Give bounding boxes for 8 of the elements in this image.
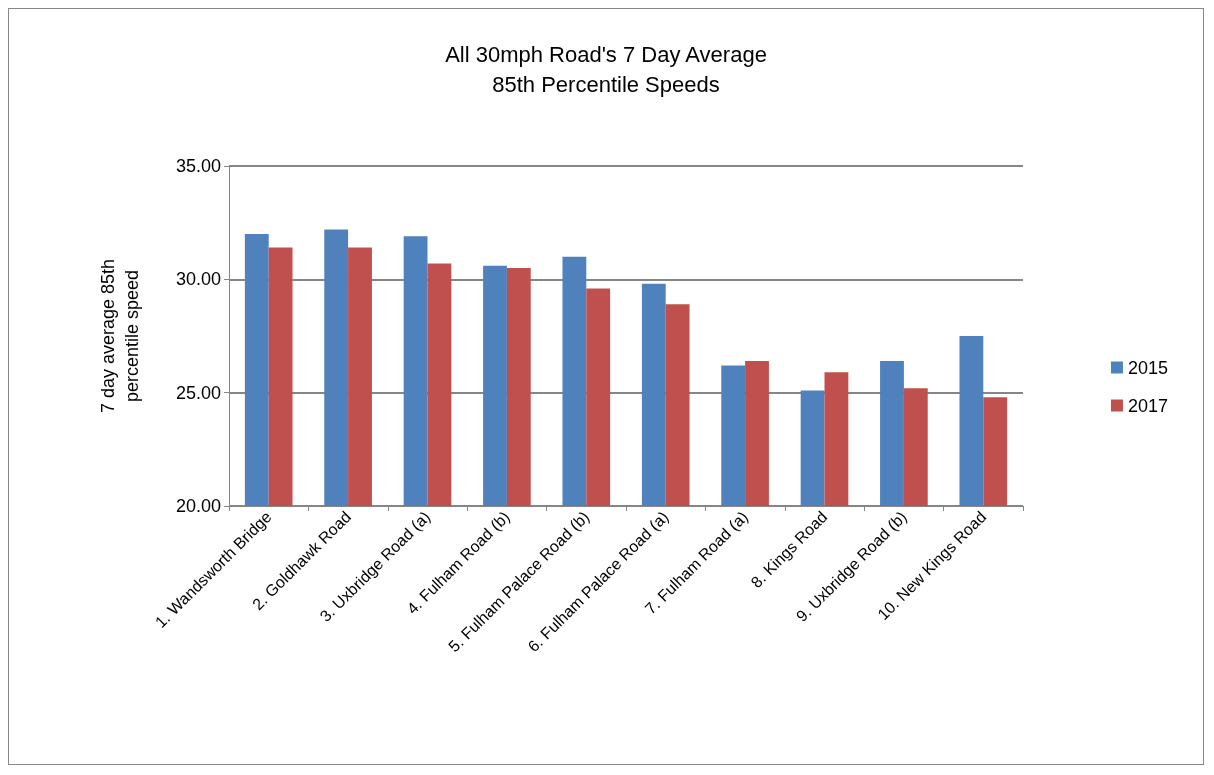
chart-title: All 30mph Road's 7 Day Average 85th Percentile Speeds [445,41,767,97]
legend-label: 2015 [1127,357,1168,378]
y-tick-label: 20.00 [175,496,221,516]
y-tick-label: 25.00 [175,382,221,403]
y-tick-label: 30.00 [175,269,221,290]
y-axis-title: 7 day average 85th percentile speed [98,258,142,414]
y-tick-label: 35.00 [175,156,221,176]
legend-label: 2017 [1127,395,1168,416]
